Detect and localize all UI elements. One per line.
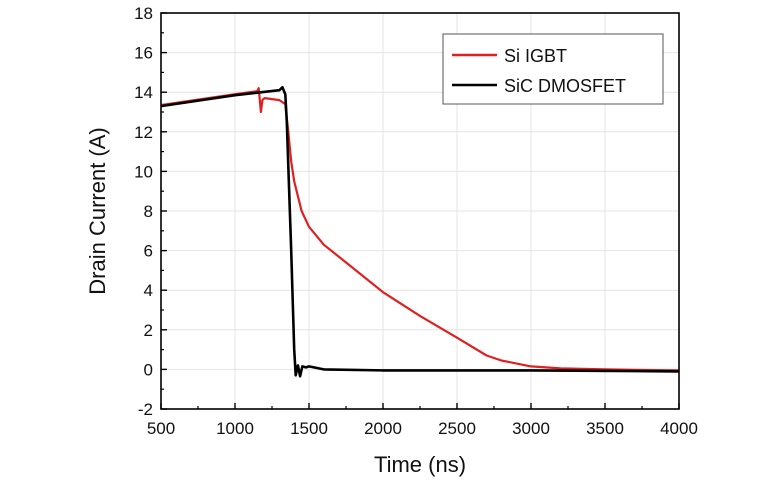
legend: Si IGBT SiC DMOSFET: [442, 33, 664, 105]
y-tick-label: -2: [138, 400, 153, 419]
series-line-sic-dmosfet: [160, 86, 680, 378]
legend-label-sic-dmosfet: SiC DMOSFET: [504, 76, 626, 96]
y-tick-label: 16: [134, 44, 153, 63]
series-lines: [160, 86, 680, 378]
x-tick-label: 3500: [586, 419, 624, 438]
y-tick-label: 6: [144, 242, 153, 261]
x-axis-label: Time (ns): [374, 452, 466, 477]
x-tick-label: 1500: [290, 419, 328, 438]
x-tick-label: 3000: [512, 419, 550, 438]
x-tick-label: 2000: [364, 419, 402, 438]
x-tick-label: 1000: [216, 419, 254, 438]
legend-box: [442, 33, 664, 105]
y-axis-label: Drain Current (A): [85, 127, 110, 294]
y-tick-label: 10: [134, 162, 153, 181]
y-tick-label: 4: [144, 281, 153, 300]
legend-label-si-igbt: Si IGBT: [504, 46, 567, 66]
ticks: 500 1000 1500 2000 2500 3000 3500 4000 -2 0 2 4 6 8 10…: [134, 4, 698, 438]
series-line-si-igbt: [160, 87, 680, 372]
y-tick-label: 14: [134, 83, 153, 102]
x-tick-label: 4000: [660, 419, 698, 438]
x-tick-label: 500: [147, 419, 175, 438]
y-tick-label: 0: [144, 360, 153, 379]
y-tick-label: 18: [134, 4, 153, 23]
y-tick-label: 2: [144, 321, 153, 340]
x-tick-label: 2500: [438, 419, 476, 438]
y-tick-label: 12: [134, 123, 153, 142]
y-tick-label: 8: [144, 202, 153, 221]
